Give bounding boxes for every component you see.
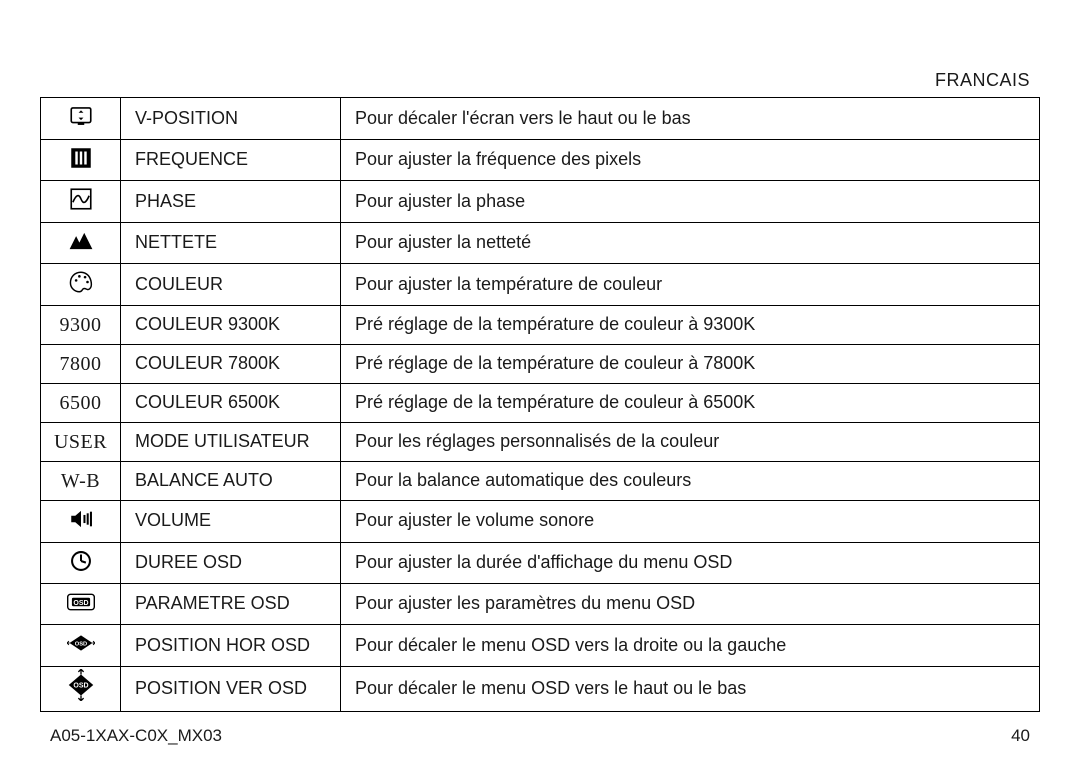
table-row: NETTETEPour ajuster la netteté — [41, 222, 1040, 264]
row-description: Pour la balance automatique des couleurs — [341, 461, 1040, 500]
osd-vpos-icon — [67, 671, 95, 699]
table-row: PARAMETRE OSDPour ajuster les paramètres… — [41, 584, 1040, 625]
row-icon-cell — [41, 222, 121, 264]
table-row: DUREE OSDPour ajuster la durée d'afficha… — [41, 542, 1040, 584]
sharpness-icon — [67, 227, 95, 255]
osd-param-icon — [67, 588, 95, 616]
osd-hpos-icon — [67, 629, 95, 657]
row-icon-cell: W-B — [41, 461, 121, 500]
row-description: Pour ajuster la durée d'affichage du men… — [341, 542, 1040, 584]
row-description: Pour décaler le menu OSD vers la droite … — [341, 624, 1040, 667]
row-name: POSITION VER OSD — [121, 667, 341, 712]
row-description: Pour décaler l'écran vers le haut ou le … — [341, 98, 1040, 140]
osd-time-icon — [67, 547, 95, 575]
table-row: VOLUMEPour ajuster le volume sonore — [41, 500, 1040, 542]
row-icon-cell — [41, 542, 121, 584]
row-icon-cell: USER — [41, 422, 121, 461]
table-row: POSITION VER OSDPour décaler le menu OSD… — [41, 667, 1040, 712]
row-name: NETTETE — [121, 222, 341, 264]
row-icon-cell — [41, 500, 121, 542]
row-description: Pour ajuster le volume sonore — [341, 500, 1040, 542]
row-name: PHASE — [121, 181, 341, 223]
row-icon-cell: 6500 — [41, 383, 121, 422]
v-position-icon — [67, 102, 95, 130]
row-description: Pour décaler le menu OSD vers le haut ou… — [341, 667, 1040, 712]
row-name: FREQUENCE — [121, 139, 341, 181]
table-row: W-B BALANCE AUTOPour la balance automatiq… — [41, 461, 1040, 500]
phase-icon — [67, 185, 95, 213]
row-name: PARAMETRE OSD — [121, 584, 341, 625]
row-description: Pour ajuster la température de couleur — [341, 264, 1040, 306]
row-icon-cell — [41, 181, 121, 223]
table-row: FREQUENCEPour ajuster la fréquence des p… — [41, 139, 1040, 181]
row-icon-cell: 9300 — [41, 305, 121, 344]
row-description: Pré réglage de la température de couleur… — [341, 305, 1040, 344]
volume-icon — [67, 505, 95, 533]
row-icon-cell — [41, 264, 121, 306]
serif-wb-icon: W-B — [61, 470, 100, 492]
table-row: 9300 COULEUR 9300KPré réglage de la tempé… — [41, 305, 1040, 344]
row-description: Pour ajuster la fréquence des pixels — [341, 139, 1040, 181]
row-description: Pré réglage de la température de couleur… — [341, 383, 1040, 422]
row-name: COULEUR 9300K — [121, 305, 341, 344]
manual-page: FRANCAIS V-POSITIONPour décaler l'écran … — [0, 0, 1080, 764]
serif-7800-icon: 7800 — [60, 353, 102, 375]
osd-reference-table: V-POSITIONPour décaler l'écran vers le h… — [40, 97, 1040, 712]
row-name: POSITION HOR OSD — [121, 624, 341, 667]
doc-reference: A05-1XAX-C0X_MX03 — [50, 726, 222, 746]
row-description: Pour ajuster les paramètres du menu OSD — [341, 584, 1040, 625]
serif-9300-icon: 9300 — [60, 314, 102, 336]
row-description: Pour ajuster la phase — [341, 181, 1040, 223]
table-row: 7800 COULEUR 7800KPré réglage de la tempé… — [41, 344, 1040, 383]
row-name: MODE UTILISATEUR — [121, 422, 341, 461]
language-header: FRANCAIS — [40, 70, 1040, 97]
row-icon-cell — [41, 139, 121, 181]
table-row: POSITION HOR OSDPour décaler le menu OSD… — [41, 624, 1040, 667]
row-description: Pour les réglages personnalisés de la co… — [341, 422, 1040, 461]
frequency-icon — [67, 144, 95, 172]
page-footer: A05-1XAX-C0X_MX03 40 — [40, 726, 1040, 746]
row-icon-cell — [41, 584, 121, 625]
page-number: 40 — [1011, 726, 1030, 746]
color-icon — [67, 268, 95, 296]
row-icon-cell — [41, 667, 121, 712]
serif-6500-icon: 6500 — [60, 392, 102, 414]
row-name: COULEUR 7800K — [121, 344, 341, 383]
row-name: COULEUR — [121, 264, 341, 306]
row-description: Pour ajuster la netteté — [341, 222, 1040, 264]
table-row: COULEURPour ajuster la température de co… — [41, 264, 1040, 306]
row-description: Pré réglage de la température de couleur… — [341, 344, 1040, 383]
serif-user-icon: USER — [54, 431, 107, 453]
row-name: DUREE OSD — [121, 542, 341, 584]
row-name: COULEUR 6500K — [121, 383, 341, 422]
table-row: 6500 COULEUR 6500KPré réglage de la tempé… — [41, 383, 1040, 422]
row-icon-cell — [41, 98, 121, 140]
row-icon-cell: 7800 — [41, 344, 121, 383]
row-name: BALANCE AUTO — [121, 461, 341, 500]
table-row: PHASEPour ajuster la phase — [41, 181, 1040, 223]
table-row: V-POSITIONPour décaler l'écran vers le h… — [41, 98, 1040, 140]
row-icon-cell — [41, 624, 121, 667]
table-row: USER MODE UTILISATEURPour les réglages pe… — [41, 422, 1040, 461]
row-name: VOLUME — [121, 500, 341, 542]
row-name: V-POSITION — [121, 98, 341, 140]
